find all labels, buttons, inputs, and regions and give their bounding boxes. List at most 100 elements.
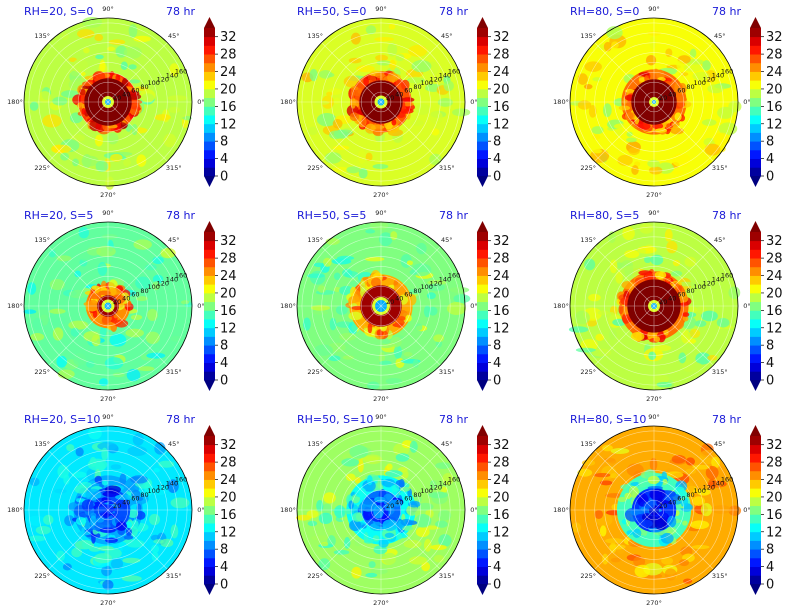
radial-tick-label: 40 [395,294,403,302]
angular-gridline [380,305,441,366]
ring-patch [130,102,141,110]
field-patch [348,57,362,64]
radial-tick-label: 40 [395,90,403,98]
polar-grid [24,222,192,390]
radial-tick-label: 20 [386,502,394,510]
colorbar-tick-label: 12 [766,525,783,540]
colorbar-segment [750,106,761,116]
colorbar-tick-label: 0 [493,374,501,389]
ring-patch [617,496,627,503]
colorbar-tick-label: 4 [220,560,228,575]
colorbar-tick-label: 16 [493,508,510,523]
field-patch [370,568,388,575]
radial-tick-label: 100 [420,487,432,495]
angular-gridline [594,42,655,103]
field-patch [595,333,605,341]
polar-grid [297,222,465,390]
radial-tick-label: 100 [420,79,432,87]
field-patch [389,146,408,156]
radial-tick-label: 120 [157,279,169,287]
angle-tick-label: 270° [646,191,662,199]
field-patch [110,464,122,470]
ring-patch [397,316,406,321]
ring-patch [682,520,688,526]
field-patch [358,168,368,179]
radial-tick-label: 140 [712,480,724,488]
polar-frame [296,17,466,187]
colorbar-tick-label: 20 [493,490,510,505]
colorbar-segment [477,488,488,498]
colorbar-tick-label: 28 [766,252,783,267]
colorbar-segment [477,540,488,550]
radial-tick-label: 160 [175,68,187,76]
field-patch [410,119,424,126]
colorbar-segment [750,470,761,480]
field-patch [66,444,75,452]
field-patch [653,344,672,352]
colorbar: 0 4 8 12 16 20 24 28 32 [477,17,510,187]
field-patch [104,357,124,370]
colorbar-segment [477,106,488,116]
colorbar-tick-label: 32 [220,234,237,249]
field-patch [400,469,409,479]
field-patch [101,565,112,577]
field-patch [63,474,70,485]
colorbar-segment [477,97,488,107]
angle-tick-label: 180° [7,98,23,106]
colorbar-segment [477,115,488,125]
field-patch [409,440,418,453]
angle-tick-label: 315° [166,572,182,580]
colorbar-segment [750,514,761,524]
colorbar-segment [477,36,488,46]
field-patch [435,462,451,469]
colorbar-segment [477,149,488,159]
colorbar-extend-max [477,221,488,232]
colorbar-segment [750,115,761,125]
colorbar-segment [477,462,488,472]
colorbar-tick-label: 4 [220,356,228,371]
colorbar-segment [750,88,761,99]
colorbar-segment [204,362,215,372]
field-patch [30,333,45,341]
field-patch [379,232,393,247]
angle-tick-label: 225° [307,164,323,172]
field-patch [52,327,64,341]
colorbar-extend-max [204,425,215,436]
field-patch [132,433,144,446]
field-patch [591,348,612,357]
angle-tick-label: 315° [166,164,182,172]
colorbar-segment [477,444,488,454]
field-patch [154,114,171,121]
colorbar: 0 4 8 12 16 20 24 28 32 [477,425,510,595]
angular-gridline [107,101,168,162]
field-patch [577,468,593,477]
field-patch [592,133,601,140]
field-patch [599,525,607,537]
field-patch [365,229,376,234]
radial-tick-label: 100 [693,487,705,495]
angle-tick-label: 0° [197,506,204,514]
colorbar-segment [204,258,215,268]
field-patch [388,23,396,30]
field-patch [29,101,39,111]
angle-tick-label: 135° [307,440,323,448]
colorbar-tick-label: 24 [220,269,237,284]
angle-tick-label: 225° [34,572,50,580]
colorbar-segment [204,115,215,125]
colorbar-tick-label: 0 [766,374,774,389]
angle-tick-label: 270° [373,599,389,607]
polar-frame [23,425,193,595]
field-patch [592,148,603,154]
angle-tick-label: 45° [168,32,180,40]
radial-tick-label: 160 [448,68,460,76]
field-patch [68,289,89,299]
field-patch [637,249,647,254]
radial-tick-label: 160 [448,476,460,484]
ring-patch [89,293,102,300]
colorbar-segment [477,514,488,524]
colorbar-tick-label: 32 [493,234,510,249]
colorbar-segment [750,523,761,533]
panel-time: 78 hr [439,5,468,18]
field-patch [411,60,432,73]
colorbar-segment [477,371,488,381]
